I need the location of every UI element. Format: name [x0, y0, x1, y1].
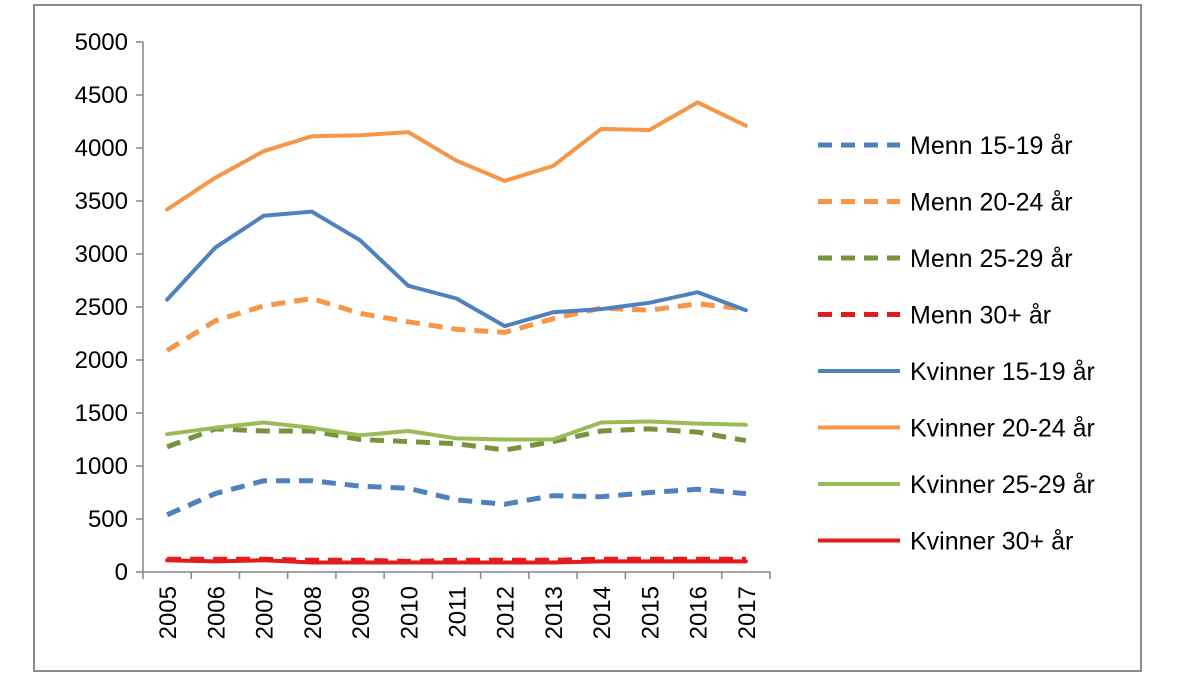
- y-tick-label: 2500: [75, 294, 128, 321]
- x-tick-label: 2009: [348, 586, 375, 639]
- legend-label: Kvinner 15-19 år: [910, 358, 1095, 386]
- x-tick-label: 2006: [203, 586, 230, 639]
- legend-label: Menn 30+ år: [910, 302, 1051, 330]
- x-tick-label: 2016: [686, 586, 713, 639]
- series-lines: [165, 100, 748, 565]
- legend-label: Kvinner 20-24 år: [910, 415, 1095, 443]
- y-tick-label: 4500: [75, 82, 128, 109]
- x-tick-label: 2008: [300, 586, 327, 639]
- series-line-2: [166, 426, 747, 453]
- x-tick-label: 2005: [155, 586, 182, 639]
- y-tick-label: 4000: [75, 135, 128, 162]
- x-tick-label: 2013: [541, 586, 568, 639]
- series-line-4: [165, 209, 748, 329]
- x-tick-label: 2007: [252, 586, 279, 639]
- x-tick-label: 2015: [637, 586, 664, 639]
- x-tick-label: 2012: [493, 586, 520, 639]
- y-tick-label: 500: [88, 506, 128, 533]
- legend-label: Kvinner 25-29 år: [910, 471, 1095, 499]
- y-tick-label: 2000: [75, 347, 128, 374]
- y-tick-label: 1000: [75, 453, 128, 480]
- y-tick-label: 3000: [75, 241, 128, 268]
- x-tick-label: 2010: [396, 586, 423, 639]
- series-line-5: [165, 100, 748, 212]
- series-line-7: [165, 558, 748, 565]
- y-tick-label: 1500: [75, 400, 128, 427]
- x-tick-label: 2017: [734, 586, 761, 639]
- series-line-0: [166, 478, 747, 518]
- legend-label: Menn 20-24 år: [910, 189, 1073, 217]
- x-tick-label: 2014: [589, 586, 616, 639]
- y-tick-label: 5000: [75, 29, 128, 56]
- series-line-6: [165, 419, 748, 442]
- series-line-1: [165, 296, 747, 353]
- y-tick-label: 0: [115, 559, 128, 586]
- legend-label: Menn 15-19 år: [910, 132, 1073, 160]
- x-tick-label: 2011: [445, 586, 472, 638]
- legend-label: Kvinner 30+ år: [910, 528, 1073, 556]
- x-axis-ticks: 2005 2006 2007 2008 2009 2010 2011 2012 2013 2014…: [142, 572, 771, 639]
- y-tick-label: 3500: [75, 188, 128, 215]
- legend: Menn 15-19 år Menn 20-24 år Menn 25-29 år M…: [818, 132, 1095, 556]
- legend-label: Menn 25-29 år: [910, 245, 1073, 273]
- y-axis-ticks: 0 500 1000 1500 2000 2500 3000 3500 4000 4500 5000: [75, 29, 143, 586]
